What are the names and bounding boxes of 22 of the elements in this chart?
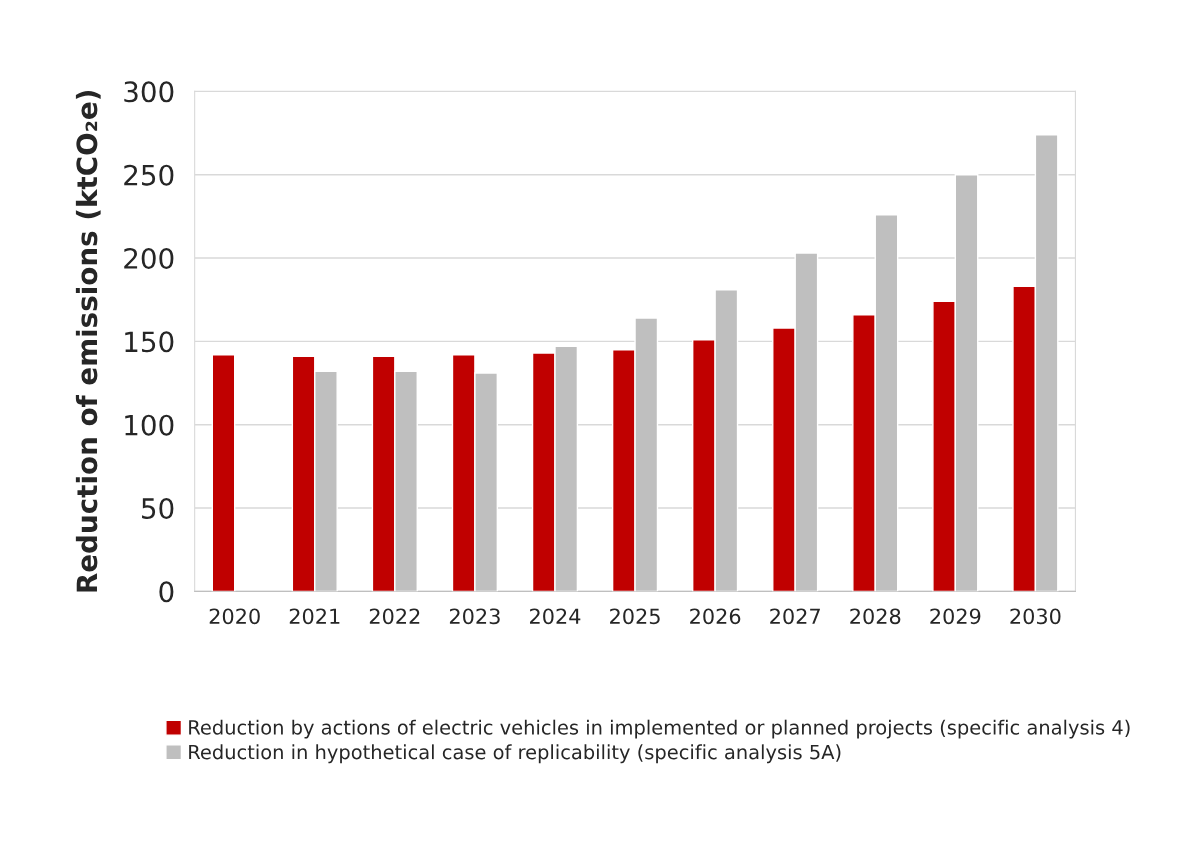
x-tick-label: 2027 bbox=[770, 608, 820, 625]
y-tick-label: 300 bbox=[124, 81, 174, 103]
y-tick-label: 150 bbox=[125, 331, 174, 353]
x-tick-label: 2023 bbox=[449, 608, 500, 625]
bar bbox=[211, 353, 236, 592]
x-tick-label: 2022 bbox=[369, 608, 420, 625]
y-tick-label: 100 bbox=[125, 414, 174, 436]
x-tick-label: 2030 bbox=[1010, 608, 1061, 625]
legend-label: Reduction by actions of electric vehicles in implemented or planned projects (specific analysis 4) bbox=[189, 719, 1130, 739]
y-tick-label: 50 bbox=[142, 497, 174, 519]
y-tick-label: 250 bbox=[124, 164, 174, 186]
x-tick-label: 2020 bbox=[209, 608, 260, 625]
x-tick-label: 2026 bbox=[690, 608, 741, 625]
y-tick-label: 200 bbox=[124, 247, 174, 269]
x-tick-label: 2025 bbox=[610, 608, 660, 625]
x-tick-label: 2028 bbox=[850, 608, 901, 625]
y-tick-label: 0 bbox=[159, 581, 174, 603]
x-tick-label: 2029 bbox=[930, 608, 981, 625]
x-tick-label: 2024 bbox=[529, 608, 581, 625]
x-tick-label: 2021 bbox=[289, 608, 340, 625]
y-axis-title: Reduction of emissions (ktCO₂e) bbox=[75, 90, 101, 592]
legend-label: Reduction in hypothetical case of replicability (specific analysis 5A) bbox=[189, 744, 841, 764]
